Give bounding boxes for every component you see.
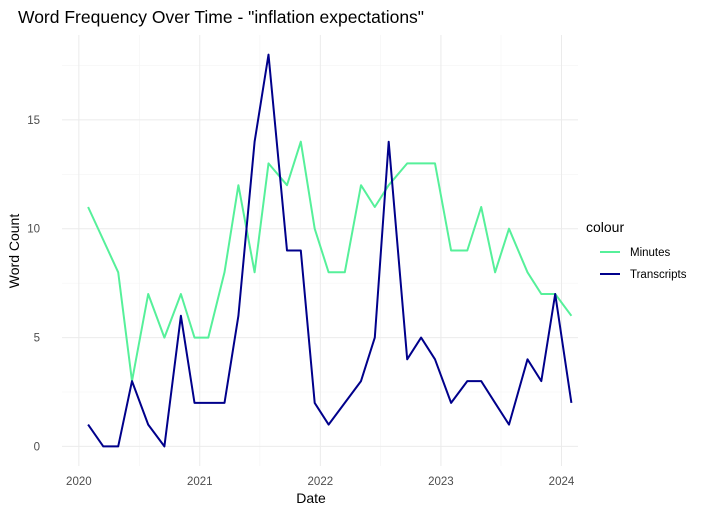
data-point-minutes	[284, 183, 289, 188]
data-point-minutes	[493, 270, 498, 275]
data-point-minutes	[358, 183, 363, 188]
data-point-minutes	[222, 270, 227, 275]
data-point-minutes	[162, 335, 167, 340]
series-layer	[86, 52, 574, 449]
data-point-minutes	[449, 248, 454, 253]
data-point-transcripts	[312, 400, 317, 405]
data-point-transcripts	[358, 379, 363, 384]
data-point-minutes	[569, 313, 574, 318]
x-tick-label: 2021	[187, 476, 213, 488]
y-tick-label: 10	[27, 224, 40, 236]
data-point-minutes	[192, 335, 197, 340]
data-point-transcripts	[146, 422, 151, 427]
x-axis-ticks: 2020 2021 2022 2023 2024	[66, 476, 575, 488]
data-point-transcripts	[130, 379, 135, 384]
data-point-minutes	[206, 335, 211, 340]
data-point-transcripts	[432, 357, 437, 362]
data-point-minutes	[465, 248, 470, 253]
data-point-transcripts	[298, 248, 303, 253]
legend-label-transcripts: Transcripts	[630, 269, 687, 281]
data-point-minutes	[525, 270, 530, 275]
data-point-transcripts	[162, 444, 167, 449]
x-tick-label: 2022	[308, 476, 334, 488]
data-point-minutes	[236, 183, 241, 188]
data-point-transcripts	[266, 52, 271, 57]
data-point-transcripts	[284, 248, 289, 253]
data-point-transcripts	[539, 379, 544, 384]
y-axis-ticks: 0 5 10 15	[27, 115, 40, 454]
x-tick-label: 2023	[428, 476, 454, 488]
data-point-transcripts	[525, 357, 530, 362]
series-line-transcripts	[87, 53, 573, 448]
chart-title: Word Frequency Over Time - "inflation ex…	[18, 7, 424, 27]
data-point-transcripts	[569, 400, 574, 405]
data-point-minutes	[372, 204, 377, 209]
data-point-transcripts	[342, 400, 347, 405]
x-axis-title: Date	[296, 490, 326, 506]
data-point-transcripts	[419, 335, 424, 340]
data-point-minutes	[178, 292, 183, 297]
series-line-minutes	[87, 140, 573, 383]
x-tick-label: 2024	[549, 476, 575, 488]
data-point-transcripts	[326, 422, 331, 427]
data-point-minutes	[326, 270, 331, 275]
data-point-minutes	[506, 226, 511, 231]
x-tick-label: 2020	[66, 476, 92, 488]
y-axis-title: Word Count	[6, 214, 22, 289]
data-point-minutes	[298, 139, 303, 144]
legend-title: colour	[586, 219, 624, 235]
legend-label-minutes: Minutes	[630, 247, 671, 259]
data-point-minutes	[386, 183, 391, 188]
data-point-minutes	[116, 270, 121, 275]
data-point-transcripts	[465, 379, 470, 384]
data-point-transcripts	[493, 400, 498, 405]
data-point-transcripts	[386, 139, 391, 144]
data-point-transcripts	[192, 400, 197, 405]
data-point-transcripts	[506, 422, 511, 427]
data-point-transcripts	[178, 313, 183, 318]
data-point-minutes	[419, 161, 424, 166]
data-point-minutes	[479, 204, 484, 209]
data-point-minutes	[266, 161, 271, 166]
data-point-minutes	[312, 226, 317, 231]
data-point-transcripts	[405, 357, 410, 362]
y-tick-label: 0	[34, 441, 40, 453]
y-tick-label: 5	[34, 333, 40, 345]
data-point-transcripts	[449, 400, 454, 405]
data-point-minutes	[86, 204, 91, 209]
data-point-transcripts	[206, 400, 211, 405]
data-point-transcripts	[372, 335, 377, 340]
data-point-minutes	[342, 270, 347, 275]
data-point-minutes	[405, 161, 410, 166]
data-point-transcripts	[479, 379, 484, 384]
data-point-transcripts	[101, 444, 106, 449]
data-point-transcripts	[553, 292, 558, 297]
data-point-transcripts	[252, 139, 257, 144]
data-point-minutes	[539, 292, 544, 297]
data-point-transcripts	[116, 444, 121, 449]
data-point-minutes	[252, 270, 257, 275]
legend: colour Minutes Transcripts	[586, 219, 687, 281]
y-tick-label: 15	[27, 115, 40, 127]
data-point-transcripts	[86, 422, 91, 427]
data-point-transcripts	[222, 400, 227, 405]
data-point-transcripts	[236, 313, 241, 318]
data-point-minutes	[432, 161, 437, 166]
data-point-minutes	[146, 292, 151, 297]
